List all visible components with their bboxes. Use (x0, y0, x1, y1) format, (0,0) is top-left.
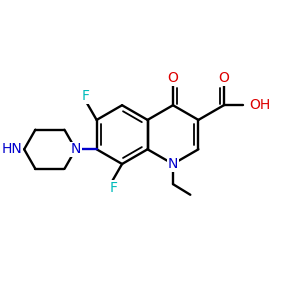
Text: F: F (110, 181, 118, 195)
Text: N: N (168, 157, 178, 171)
Text: HN: HN (1, 142, 22, 156)
Text: O: O (218, 71, 229, 85)
Text: N: N (70, 142, 81, 156)
Text: OH: OH (249, 98, 270, 112)
Text: F: F (82, 89, 90, 103)
Text: O: O (167, 71, 178, 85)
